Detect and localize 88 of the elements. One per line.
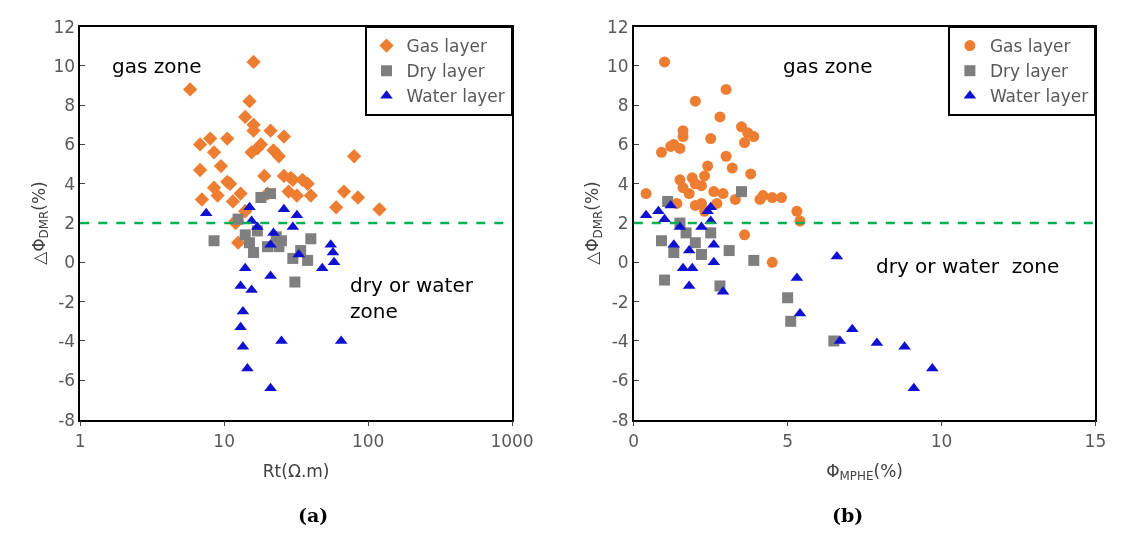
point [640, 188, 652, 200]
point [735, 186, 747, 198]
x-tick-label: 10 [213, 430, 236, 451]
y-tick-label: -6 [58, 370, 76, 391]
legend-label: Gas layer [406, 36, 488, 57]
point [830, 250, 844, 260]
point [766, 256, 778, 268]
y-tick-label: 10 [53, 55, 76, 76]
point [707, 256, 721, 266]
point [659, 274, 671, 286]
legend-label: Dry layer [406, 61, 485, 82]
x-axis-title: Φ$_{MPHE}$(%) [826, 460, 903, 484]
y-tick-label: 6 [64, 134, 76, 155]
y-tick-label: 4 [617, 173, 629, 194]
y-tick-label: 0 [64, 252, 76, 273]
y-tick-label: 2 [617, 213, 629, 234]
y-tick-label: 2 [64, 213, 76, 234]
y-tick-label: -4 [611, 330, 629, 351]
point [652, 205, 665, 215]
y-tick-label: -4 [58, 330, 76, 351]
point [705, 133, 717, 145]
point [729, 193, 741, 205]
x-axis-title: Rt(Ω.m) [262, 460, 330, 481]
point [664, 199, 678, 209]
text: (a) [298, 504, 329, 526]
point [793, 307, 807, 317]
x-tick-label: 15 [1084, 430, 1107, 451]
point [705, 227, 717, 239]
point [655, 146, 667, 158]
legend-label: Water layer [406, 86, 505, 107]
point [720, 150, 732, 162]
point [676, 262, 690, 272]
y-tick-label: -6 [611, 370, 629, 391]
point [699, 170, 711, 182]
y-tick-label: 10 [606, 55, 629, 76]
point [689, 237, 701, 249]
point [766, 192, 778, 204]
x-tick-label: 1000 [490, 430, 534, 451]
y-tick-label: 12 [53, 16, 76, 37]
point [695, 249, 707, 260]
point [925, 362, 939, 372]
point [683, 188, 695, 200]
point [689, 95, 701, 107]
x-tick-label: 100 [351, 430, 385, 451]
point [720, 83, 732, 95]
point [739, 229, 751, 241]
point [708, 186, 720, 198]
point [685, 262, 699, 272]
point [745, 168, 757, 180]
x-tick-label: 5 [782, 430, 794, 451]
point [714, 111, 726, 123]
annotation: dry or water zone [876, 254, 1060, 278]
y-tick-label: -2 [58, 291, 76, 312]
y-tick-label: 12 [606, 16, 629, 37]
point [689, 199, 701, 211]
point [668, 247, 680, 259]
annotation: dry or water zone [350, 273, 474, 323]
point [791, 205, 803, 217]
y-tick-label: -8 [611, 409, 629, 430]
point [723, 245, 735, 257]
annotation: gas zone [112, 54, 202, 78]
point [659, 56, 671, 68]
y-tick-label: -2 [611, 291, 629, 312]
text: (b) [832, 504, 864, 526]
y-tick-label: 4 [64, 173, 76, 194]
x-tick-label: 1 [74, 430, 86, 451]
point [717, 188, 729, 200]
point [785, 315, 797, 327]
y-tick-label: 6 [617, 134, 629, 155]
point [704, 201, 718, 211]
point [674, 142, 686, 154]
point [726, 162, 738, 174]
annotation: gas zone [783, 54, 873, 78]
legend-label: Dry layer [989, 61, 1069, 82]
y-tick-label: -8 [58, 409, 76, 430]
x-tick-label: 10 [930, 430, 953, 451]
y-tick-label: 8 [64, 95, 76, 116]
point [748, 254, 760, 266]
point [748, 131, 760, 143]
point [655, 235, 667, 247]
point [739, 136, 751, 148]
legend-label: Water layer [989, 86, 1089, 107]
point [702, 160, 714, 172]
point [776, 192, 787, 204]
point [782, 292, 794, 304]
y-tick-label: 0 [617, 252, 629, 273]
y-tick-label: 8 [617, 95, 629, 116]
legend-label: Gas layer [989, 36, 1071, 57]
